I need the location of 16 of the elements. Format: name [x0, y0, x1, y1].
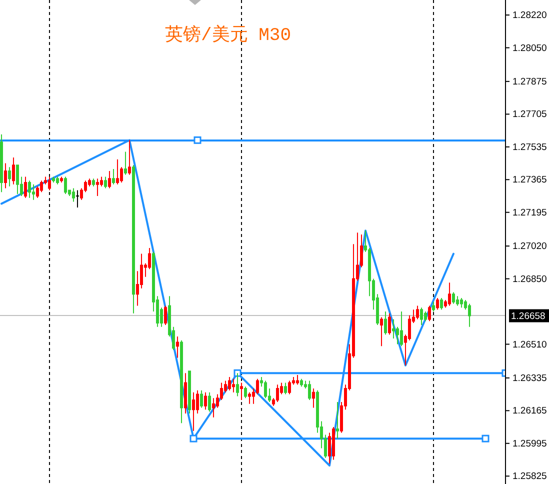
y-tick-label: 1.26335	[512, 372, 547, 384]
y-tick-label: 1.27195	[512, 207, 547, 218]
y-tick-label: 1.27535	[512, 142, 547, 153]
text: 英镑/美元 M30	[165, 24, 292, 46]
ref-line-label: 1.26658	[511, 310, 546, 322]
y-tick-label: 1.28220	[512, 10, 547, 22]
y-tick-label: 1.26850	[512, 274, 547, 285]
y-tick-label: 1.25995	[512, 438, 547, 450]
y-tick-label: 1.28050	[512, 42, 547, 54]
y-tick-label: 1.27365	[512, 174, 547, 186]
y-tick-label: 1.27020	[512, 241, 547, 252]
y-tick-label: 1.27705	[512, 109, 547, 120]
y-tick-label: 1.26510	[512, 339, 547, 350]
y-tick-label: 1.26165	[512, 406, 547, 417]
y-tick-label: 1.27875	[512, 76, 547, 88]
y-tick-label: 1.25825	[512, 471, 547, 482]
